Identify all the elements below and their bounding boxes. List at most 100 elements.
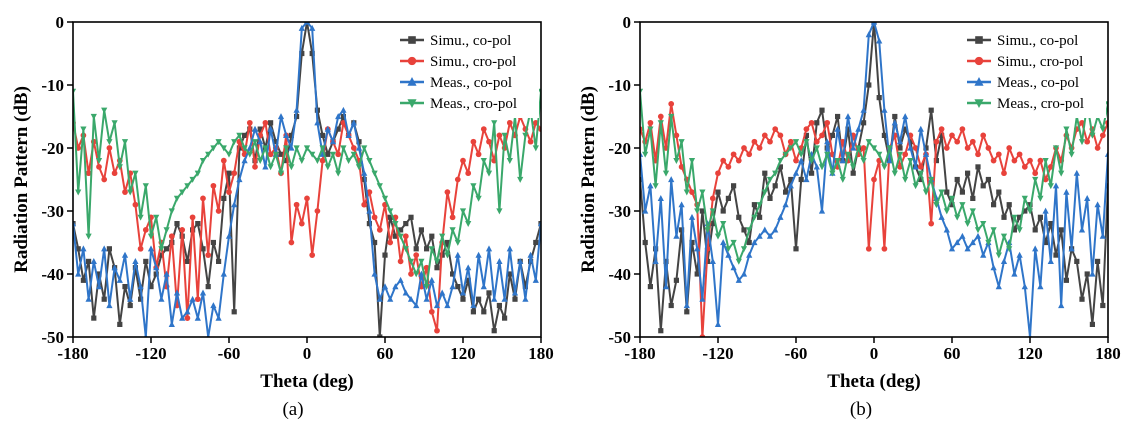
legend-swatch-marker bbox=[407, 56, 417, 66]
data-point bbox=[403, 221, 409, 227]
data-point bbox=[96, 164, 102, 170]
data-point bbox=[1068, 151, 1075, 158]
data-point bbox=[652, 183, 659, 190]
data-point bbox=[491, 295, 498, 302]
data-point bbox=[434, 265, 440, 271]
data-point bbox=[684, 309, 690, 315]
data-point bbox=[1100, 302, 1106, 309]
data-point bbox=[444, 302, 451, 309]
data-point bbox=[844, 151, 852, 158]
data-point bbox=[970, 195, 976, 201]
data-point bbox=[340, 145, 347, 152]
data-point bbox=[517, 258, 524, 264]
data-point bbox=[980, 132, 987, 139]
data-point bbox=[943, 145, 950, 151]
data-point bbox=[746, 239, 752, 246]
data-point bbox=[1021, 164, 1028, 170]
data-point bbox=[657, 195, 664, 201]
data-point bbox=[137, 283, 144, 290]
data-point bbox=[1063, 188, 1070, 195]
data-point bbox=[813, 163, 820, 170]
data-point bbox=[372, 239, 378, 246]
data-point bbox=[1021, 195, 1028, 202]
x-tick-label: 180 bbox=[528, 344, 554, 363]
data-point bbox=[1058, 170, 1065, 177]
data-point bbox=[527, 138, 534, 145]
data-point bbox=[179, 314, 186, 321]
data-point bbox=[948, 195, 956, 202]
data-point bbox=[647, 119, 654, 126]
data-point bbox=[735, 276, 742, 283]
data-point bbox=[502, 315, 508, 321]
data-point bbox=[262, 145, 269, 152]
data-point bbox=[366, 221, 372, 227]
data-point bbox=[293, 201, 300, 208]
data-point bbox=[465, 170, 472, 177]
data-point bbox=[688, 213, 696, 220]
data-point bbox=[662, 170, 670, 177]
legend-label: Meas., cro-pol bbox=[430, 96, 517, 112]
data-point bbox=[377, 334, 383, 337]
data-point bbox=[933, 158, 939, 164]
data-point bbox=[792, 169, 800, 176]
data-point bbox=[329, 151, 337, 158]
legend-label: Simu., cro-pol bbox=[430, 54, 516, 70]
data-point bbox=[231, 309, 237, 315]
data-point bbox=[964, 221, 971, 227]
data-point bbox=[106, 145, 113, 151]
y-axis-title: Radiation Pattern (dB) bbox=[11, 86, 32, 273]
data-point bbox=[1042, 207, 1049, 214]
data-point bbox=[954, 176, 960, 183]
data-point bbox=[506, 119, 513, 126]
data-point bbox=[938, 126, 945, 132]
data-point bbox=[679, 227, 685, 233]
data-point bbox=[725, 164, 732, 170]
data-point bbox=[1011, 270, 1018, 277]
data-point bbox=[1068, 245, 1075, 252]
data-point bbox=[678, 139, 685, 146]
data-point bbox=[111, 264, 118, 271]
data-point bbox=[143, 258, 149, 264]
data-point bbox=[173, 195, 181, 202]
data-point bbox=[496, 258, 503, 264]
data-point bbox=[917, 170, 924, 177]
data-point bbox=[891, 119, 898, 126]
data-point bbox=[470, 183, 477, 190]
data-point bbox=[199, 289, 207, 296]
data-point bbox=[803, 139, 810, 146]
data-point bbox=[257, 158, 264, 164]
data-point bbox=[459, 208, 467, 215]
data-point bbox=[699, 189, 706, 196]
data-point bbox=[912, 163, 919, 170]
data-point bbox=[449, 283, 456, 290]
data-point bbox=[251, 139, 259, 146]
data-point bbox=[449, 214, 456, 221]
data-point bbox=[954, 239, 961, 246]
x-tick-label: -120 bbox=[135, 344, 166, 363]
data-point bbox=[730, 264, 737, 271]
data-point bbox=[642, 151, 649, 158]
data-point bbox=[75, 246, 81, 252]
data-point bbox=[397, 233, 404, 240]
data-point bbox=[793, 157, 799, 164]
data-point bbox=[1089, 132, 1096, 139]
data-point bbox=[689, 189, 695, 195]
data-point bbox=[818, 164, 826, 171]
data-point bbox=[725, 246, 732, 253]
data-point bbox=[1052, 145, 1060, 152]
data-point bbox=[158, 252, 164, 258]
data-point bbox=[455, 284, 461, 290]
data-point bbox=[761, 189, 768, 196]
y-tick-label: -20 bbox=[608, 139, 631, 158]
data-point bbox=[673, 132, 680, 139]
data-point bbox=[740, 246, 748, 253]
data-point bbox=[345, 132, 352, 138]
data-point bbox=[475, 195, 482, 202]
data-point bbox=[787, 145, 794, 152]
data-point bbox=[725, 251, 732, 258]
data-point bbox=[1058, 302, 1065, 309]
data-point bbox=[954, 214, 961, 221]
data-point bbox=[658, 328, 664, 334]
data-point bbox=[741, 227, 747, 233]
data-point bbox=[147, 233, 155, 240]
